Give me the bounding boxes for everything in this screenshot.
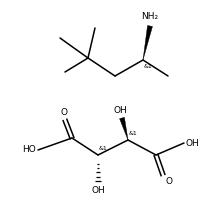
Polygon shape <box>143 26 152 60</box>
Text: OH: OH <box>113 106 127 115</box>
Text: O: O <box>165 177 172 186</box>
Text: HO: HO <box>22 145 36 154</box>
Text: NH₂: NH₂ <box>141 12 159 21</box>
Text: OH: OH <box>91 186 105 195</box>
Text: &1: &1 <box>144 64 153 69</box>
Text: &1: &1 <box>99 146 108 151</box>
Text: OH: OH <box>186 138 200 147</box>
Text: O: O <box>60 108 68 117</box>
Polygon shape <box>120 117 128 140</box>
Text: &1: &1 <box>129 131 138 136</box>
